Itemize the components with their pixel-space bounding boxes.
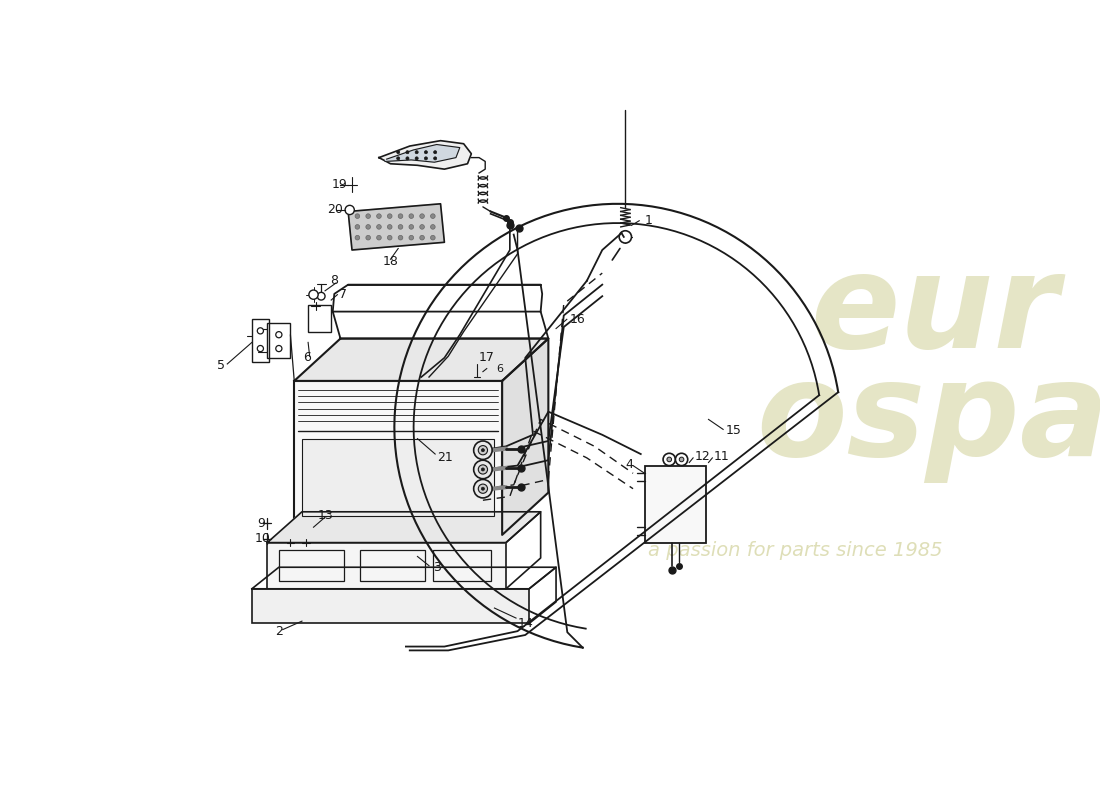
- Bar: [433, 550, 491, 581]
- Circle shape: [276, 346, 282, 352]
- Circle shape: [619, 230, 631, 243]
- Circle shape: [387, 225, 392, 230]
- Circle shape: [430, 235, 436, 240]
- Circle shape: [355, 225, 360, 230]
- Circle shape: [409, 225, 414, 230]
- Circle shape: [680, 457, 684, 462]
- Circle shape: [309, 290, 318, 299]
- Circle shape: [376, 225, 382, 230]
- Circle shape: [415, 157, 418, 160]
- Text: 7: 7: [339, 288, 346, 301]
- Polygon shape: [267, 512, 541, 542]
- Circle shape: [420, 235, 425, 240]
- Circle shape: [276, 332, 282, 338]
- Text: 4: 4: [625, 458, 634, 470]
- Text: 18: 18: [383, 255, 398, 268]
- Circle shape: [397, 150, 399, 154]
- Bar: [308, 306, 331, 332]
- Circle shape: [663, 454, 675, 466]
- Text: 2: 2: [275, 625, 283, 638]
- Circle shape: [387, 214, 392, 218]
- Text: 6: 6: [304, 351, 311, 364]
- Text: 9: 9: [257, 517, 265, 530]
- Polygon shape: [348, 204, 444, 250]
- Text: 21: 21: [437, 451, 452, 464]
- Circle shape: [366, 225, 371, 230]
- Bar: [301, 438, 495, 516]
- Circle shape: [478, 484, 487, 494]
- Text: 16: 16: [570, 313, 585, 326]
- Circle shape: [355, 214, 360, 218]
- Text: 6: 6: [496, 363, 503, 374]
- Circle shape: [478, 465, 487, 474]
- Bar: [279, 550, 344, 581]
- Circle shape: [482, 449, 484, 452]
- Bar: [267, 542, 506, 589]
- Circle shape: [425, 157, 428, 160]
- Circle shape: [376, 235, 382, 240]
- Circle shape: [482, 468, 484, 471]
- Circle shape: [318, 292, 326, 300]
- Circle shape: [433, 150, 437, 154]
- Text: 1: 1: [645, 214, 652, 227]
- Circle shape: [376, 214, 382, 218]
- Circle shape: [398, 225, 403, 230]
- Circle shape: [406, 150, 409, 154]
- Polygon shape: [502, 338, 548, 535]
- Circle shape: [667, 457, 671, 462]
- Circle shape: [257, 346, 264, 352]
- Circle shape: [420, 225, 425, 230]
- Circle shape: [474, 479, 492, 498]
- Bar: [645, 466, 706, 542]
- Text: 14: 14: [517, 617, 534, 630]
- Circle shape: [409, 214, 414, 218]
- Circle shape: [482, 487, 484, 490]
- Circle shape: [366, 235, 371, 240]
- Text: 12: 12: [695, 450, 711, 463]
- Circle shape: [406, 157, 409, 160]
- Bar: [252, 589, 529, 623]
- Text: eur: eur: [810, 248, 1059, 375]
- Circle shape: [675, 454, 688, 466]
- Polygon shape: [295, 338, 548, 381]
- Circle shape: [355, 235, 360, 240]
- Circle shape: [425, 150, 428, 154]
- Text: 3: 3: [433, 561, 441, 574]
- Circle shape: [420, 214, 425, 218]
- Polygon shape: [385, 145, 460, 162]
- Circle shape: [430, 225, 436, 230]
- Circle shape: [433, 157, 437, 160]
- Text: 15: 15: [726, 425, 741, 438]
- Text: 19: 19: [331, 178, 346, 191]
- Text: 11: 11: [714, 450, 729, 463]
- Circle shape: [398, 214, 403, 218]
- Text: 13: 13: [318, 509, 333, 522]
- Bar: [360, 550, 425, 581]
- Polygon shape: [378, 141, 472, 169]
- Circle shape: [430, 214, 436, 218]
- Text: 10: 10: [254, 532, 271, 546]
- Text: 8: 8: [330, 274, 338, 287]
- Circle shape: [345, 206, 354, 214]
- Circle shape: [474, 460, 492, 478]
- Text: 17: 17: [480, 351, 495, 364]
- Circle shape: [474, 441, 492, 459]
- Bar: [295, 381, 502, 535]
- Bar: [252, 319, 268, 362]
- Circle shape: [398, 235, 403, 240]
- Circle shape: [366, 214, 371, 218]
- Text: 20: 20: [328, 203, 343, 217]
- Circle shape: [409, 235, 414, 240]
- Circle shape: [415, 150, 418, 154]
- Text: 5: 5: [218, 359, 226, 372]
- Circle shape: [397, 157, 399, 160]
- Text: ospares: ospares: [757, 356, 1100, 483]
- Circle shape: [387, 235, 392, 240]
- Circle shape: [478, 446, 487, 455]
- Bar: [267, 323, 290, 358]
- Circle shape: [257, 328, 264, 334]
- Text: a passion for parts since 1985: a passion for parts since 1985: [649, 541, 943, 560]
